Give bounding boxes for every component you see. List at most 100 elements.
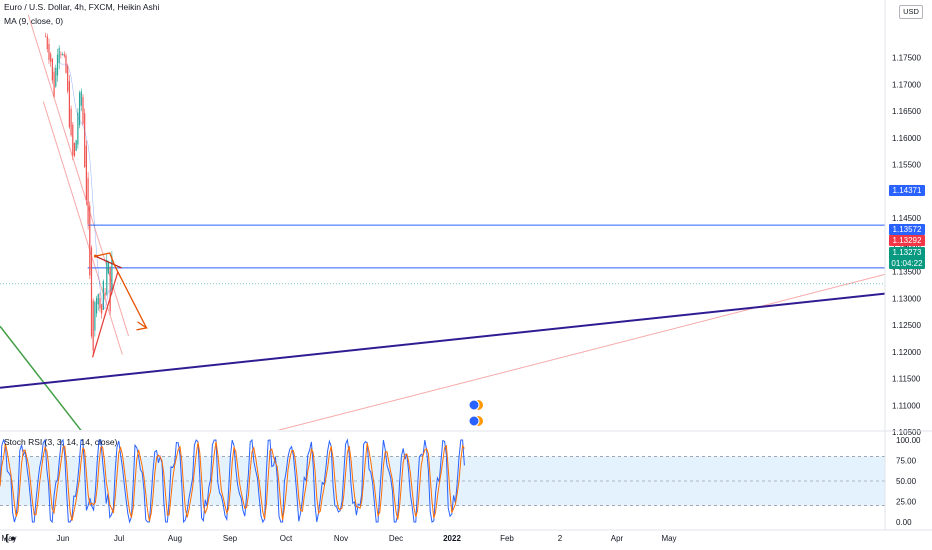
price-tick-label: 1.11000: [892, 401, 921, 410]
candle-body: [90, 247, 93, 337]
price-tick-label: 1.13500: [892, 268, 921, 277]
candle-body: [85, 145, 87, 201]
candle-body: [84, 113, 86, 167]
price-axis[interactable]: 1.175001.170001.165001.160001.155001.150…: [892, 54, 921, 438]
channel-lower-line: [42, 101, 123, 355]
stoch-tick-label: 75.00: [896, 457, 917, 466]
price-tick-label: 1.13000: [892, 294, 921, 303]
candle-body: [61, 54, 64, 55]
price-drawings: [0, 14, 885, 430]
price-tick-label: 1.12000: [892, 348, 921, 357]
candle-body: [97, 294, 99, 305]
stoch-tick-label: 50.00: [896, 477, 917, 486]
currency-label[interactable]: USD: [899, 5, 923, 19]
price-tick-label: 1.14500: [892, 214, 921, 223]
candle-body: [65, 55, 67, 73]
candle-body: [94, 302, 96, 331]
candle-body: [92, 300, 94, 351]
price-tick-label: 1.16000: [892, 134, 921, 143]
ma-legend[interactable]: MA (9, close, 0): [4, 16, 64, 26]
time-tick-label: Jul: [114, 534, 124, 543]
candle-body: [102, 281, 104, 310]
time-tick-label: Feb: [500, 534, 514, 543]
green-trendline: [0, 325, 82, 430]
stoch-tick-label: 0.00: [896, 518, 912, 527]
arrow-head: [136, 321, 149, 331]
candle-body: [78, 92, 81, 126]
stoch-tick-label: 100.00: [896, 436, 921, 445]
candle-body: [48, 43, 50, 61]
candle-body: [50, 53, 52, 62]
candle-body: [80, 91, 82, 106]
long-rising-line: [277, 273, 885, 430]
candle-body: [63, 54, 65, 57]
price-tag-level-mid: 1.13572: [889, 224, 925, 235]
candle-body: [72, 124, 74, 156]
triangle-lower-edge: [91, 271, 119, 358]
last-price-value: 1.13273: [892, 248, 922, 257]
price-tick-label: 1.10500: [892, 428, 921, 437]
time-tick-label: Jun: [57, 534, 70, 543]
candle-body: [77, 112, 79, 145]
time-tick-label: Nov: [334, 534, 348, 543]
candle-body: [111, 256, 113, 294]
candle-body: [51, 58, 53, 81]
arrow-start-dot: [93, 254, 97, 258]
time-axis[interactable]: May Jun Jul Aug Sep Oct Nov Dec 2022 Feb 2 Apr May: [1, 534, 676, 543]
time-tick-label: Sep: [223, 534, 238, 543]
candle-body: [68, 81, 70, 128]
candle-body: [82, 97, 84, 125]
time-tick-label: Aug: [168, 534, 182, 543]
projection-arrow: [95, 252, 148, 329]
navy-trendline: [0, 292, 885, 389]
time-tick-label: Apr: [611, 534, 624, 543]
stoch-rsi-pane[interactable]: 100.00 75.00 50.00 25.00 0.00: [0, 436, 921, 527]
candle-body: [56, 54, 59, 76]
candle-body: [104, 292, 106, 296]
price-tick-label: 1.17500: [892, 54, 921, 63]
candle-body: [95, 298, 98, 314]
candle-body: [67, 65, 69, 92]
candle-body: [106, 259, 108, 295]
candle-body: [75, 140, 77, 151]
triangle-upper-edge: [95, 255, 122, 269]
candle-body: [60, 54, 62, 55]
ma-line: [59, 61, 113, 310]
tradingview-logo[interactable]: ❴●: [3, 533, 16, 543]
main-series-legend[interactable]: Euro / U.S. Dollar, 4h, FXCM, Heikin Ash…: [4, 2, 160, 12]
price-tick-label: 1.12500: [892, 321, 921, 330]
price-tick-label: 1.15500: [892, 161, 921, 170]
candle-body: [89, 205, 91, 276]
event-icon: [468, 399, 480, 411]
candle-body: [55, 67, 57, 87]
candle-body: [73, 143, 76, 157]
price-pane[interactable]: [0, 14, 885, 502]
candles: [44, 32, 113, 355]
price-tick-label: 1.16500: [892, 107, 921, 116]
candle-body: [87, 178, 89, 224]
time-tick-label: 2022: [443, 534, 461, 543]
time-tick-label: May: [1, 534, 16, 543]
candle-body: [109, 266, 111, 312]
candle-body: [53, 71, 55, 97]
stoch-k-line: [0, 438, 465, 524]
candle-body: [70, 108, 72, 136]
stoch-d-line: [0, 441, 465, 522]
price-tag-level-upper: 1.14371: [889, 185, 925, 196]
candle-body: [46, 36, 48, 50]
stoch-rsi-legend[interactable]: Stoch RSI (3, 3, 14, 14, close): [4, 437, 118, 447]
time-tick-label: Oct: [280, 534, 293, 543]
price-tag-high: 1.13292: [889, 235, 925, 246]
time-tick-label: 2: [558, 534, 563, 543]
time-tick-label: Dec: [389, 534, 403, 543]
stoch-tick-label: 25.00: [896, 498, 917, 507]
stoch-drawings: [0, 438, 885, 524]
candle-body: [44, 36, 47, 38]
candle-body: [99, 298, 101, 309]
last-price-tag: 1.13273 01:04:22: [889, 247, 925, 269]
price-tick-label: 1.17000: [892, 80, 921, 89]
time-tick-label: May: [661, 534, 676, 543]
candle-body: [101, 304, 103, 314]
event-icon: [468, 415, 480, 427]
